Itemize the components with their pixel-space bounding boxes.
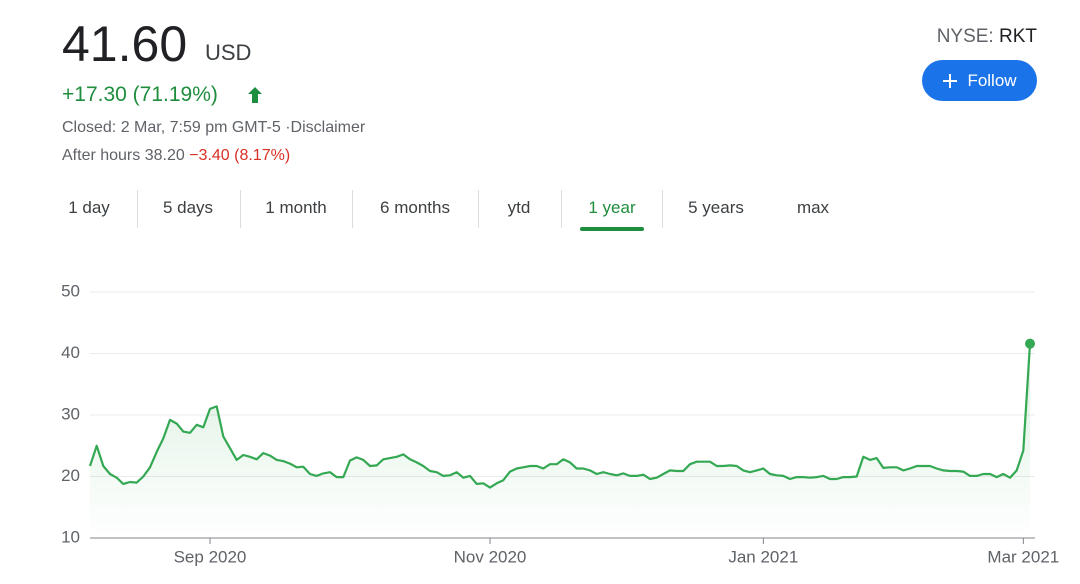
exchange: NYSE: RKT — [937, 26, 1037, 48]
closed-time: Closed: 2 Mar, 7:59 pm GMT-5 — [62, 119, 281, 136]
after-hours-change: −3.40 (8.17%) — [189, 147, 291, 164]
tab-separator — [478, 190, 479, 228]
tab-separator — [240, 190, 241, 228]
up-arrow — [248, 87, 262, 103]
area — [90, 343, 1030, 538]
range-tab[interactable]: ytd — [507, 198, 531, 217]
price: 41.60 — [62, 16, 188, 72]
y-tick-label: 50 — [61, 281, 80, 300]
y-tick-label: 40 — [61, 343, 80, 362]
y-tick-label: 30 — [61, 404, 80, 423]
closed-info: Closed: 2 Mar, 7:59 pm GMT-5 ·Disclaimer — [62, 119, 365, 137]
active-tab-underline — [580, 227, 644, 231]
follow-button[interactable]: Follow — [922, 60, 1037, 101]
tab-separator — [561, 190, 562, 228]
range-tab[interactable]: 6 months — [380, 198, 450, 217]
last-point — [1025, 338, 1035, 349]
follow-label: Follow — [967, 70, 1017, 90]
exchange-name: NYSE: — [936, 26, 994, 47]
after-hours: After hours 38.20 −3.40 (8.17%) — [62, 147, 290, 165]
range-tab[interactable]: 5 days — [162, 198, 214, 217]
currency: USD — [205, 40, 252, 65]
tab-separator — [137, 190, 138, 228]
range-tab[interactable]: 1 month — [265, 198, 327, 217]
range-tab[interactable]: max — [796, 198, 830, 217]
x-tick-label: Nov 2020 — [454, 547, 527, 566]
y-tick-label: 10 — [61, 527, 80, 546]
ticker: RKT — [999, 26, 1037, 47]
change: +17.30 (71.19%) — [62, 83, 218, 106]
tab-separator — [662, 190, 663, 228]
disclaimer[interactable]: ·Disclaimer — [285, 119, 366, 136]
range-tab[interactable]: 1 year — [588, 198, 636, 217]
range-tab[interactable]: 1 day — [68, 198, 110, 217]
price-line — [88, 343, 1032, 489]
x-tick-label: Mar 2021 — [987, 547, 1059, 566]
plus-icon — [943, 73, 958, 88]
y-tick-label: 20 — [61, 466, 80, 485]
range-tab[interactable]: 5 years — [688, 198, 744, 217]
x-tick-label: Sep 2020 — [174, 547, 247, 566]
after-hours-price: After hours 38.20 — [62, 147, 185, 164]
tab-separator — [352, 190, 353, 228]
x-tick-label: Jan 2021 — [728, 547, 798, 566]
